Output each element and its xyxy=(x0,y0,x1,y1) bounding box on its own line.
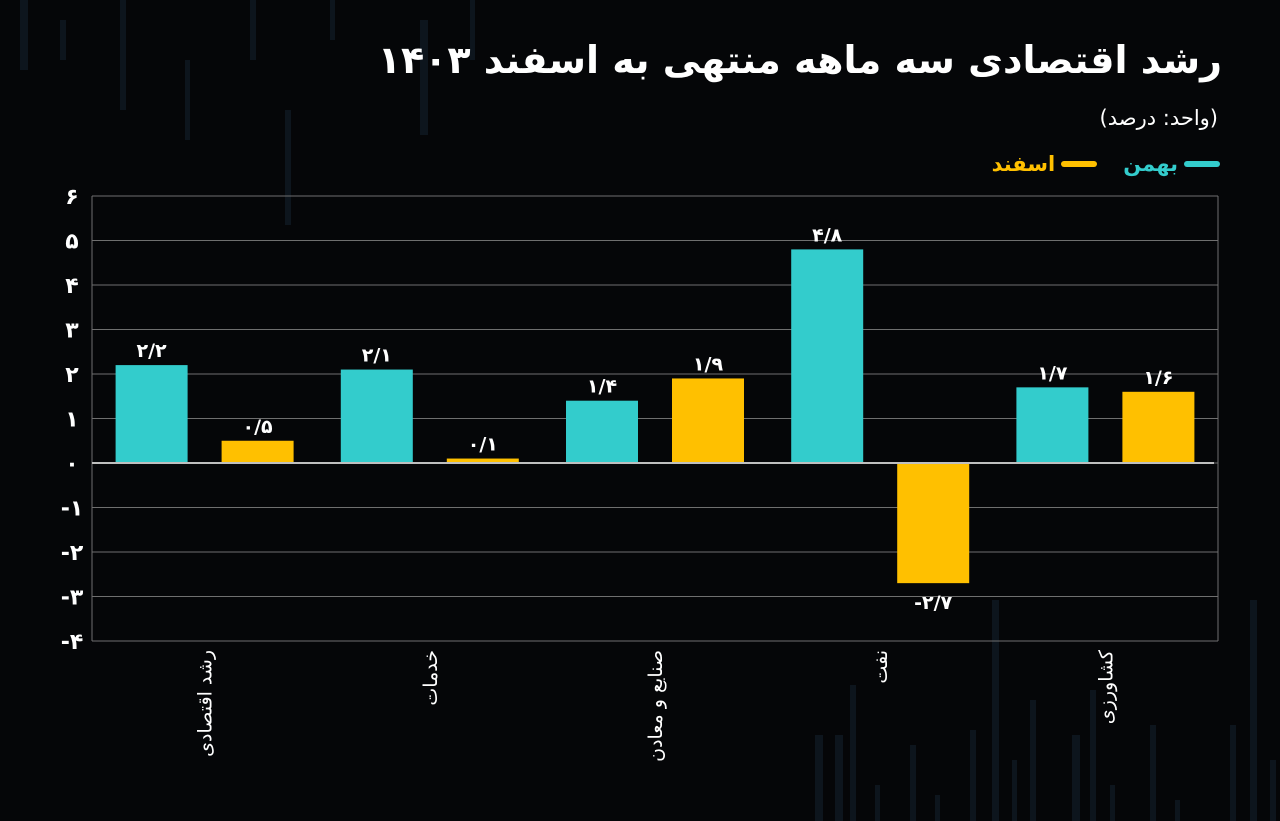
decoration-bar xyxy=(1072,735,1080,821)
category-label: کشاورزی xyxy=(1095,649,1117,724)
legend-item-bahman: بهمن xyxy=(1123,152,1220,176)
bar xyxy=(221,440,294,463)
y-tick-label: ۵ xyxy=(65,230,78,255)
bar xyxy=(672,378,744,463)
bar xyxy=(791,249,864,463)
legend-label-esfand: اسفند xyxy=(991,152,1056,176)
decoration-bar xyxy=(850,685,856,821)
data-label: ۲/۲ xyxy=(137,340,168,362)
legend-swatch-esfand xyxy=(1061,161,1098,167)
legend-label-bahman: بهمن xyxy=(1123,152,1178,176)
decoration-bar xyxy=(875,785,880,821)
y-tick-label: -۴ xyxy=(61,630,84,655)
decoration-bar xyxy=(1270,760,1276,821)
decoration-bar xyxy=(185,60,190,140)
bar xyxy=(897,463,970,584)
bar xyxy=(115,365,188,463)
decoration-bar xyxy=(1090,690,1096,821)
decoration-bar xyxy=(20,0,28,70)
data-label: ۲/۱ xyxy=(362,345,392,367)
legend-swatch-bahman xyxy=(1184,161,1220,167)
decoration-bar xyxy=(815,735,823,821)
decoration-bar xyxy=(285,110,291,225)
y-tick-label: ۲ xyxy=(65,363,79,388)
data-label: ۴/۸ xyxy=(812,224,843,246)
decoration-bar xyxy=(1150,725,1156,821)
unit-label: (واحد: درصد) xyxy=(1099,106,1218,130)
decoration-bar xyxy=(992,600,999,821)
legend: بهمن اسفند xyxy=(992,152,1220,176)
category-label: رشد اقتصادی xyxy=(195,650,217,757)
data-label: ۰/۵ xyxy=(243,416,274,438)
y-tick-label: ۴ xyxy=(65,274,78,299)
y-tick-label: ۱ xyxy=(65,408,78,433)
y-tick-label: ۳ xyxy=(65,319,79,344)
decoration-bar xyxy=(1012,760,1017,821)
decoration-bar xyxy=(1250,600,1257,821)
category-label: خدمات xyxy=(420,650,442,706)
decoration-bar xyxy=(835,735,843,821)
bar xyxy=(1122,391,1195,463)
data-label: ۱/۶ xyxy=(1143,367,1173,389)
bar xyxy=(1016,387,1089,463)
y-tick-label: -۳ xyxy=(61,586,84,611)
chart-title: رشد اقتصادی سه ماهه منتهی به اسفند ۱۴۰۳ xyxy=(377,38,1222,82)
bar xyxy=(566,400,638,463)
category-label: صنایع و معادن xyxy=(645,650,667,762)
decoration-bar xyxy=(935,795,940,821)
bar xyxy=(446,458,519,463)
data-label: -۲/۷ xyxy=(914,592,952,614)
data-label: ۱/۹ xyxy=(693,353,724,375)
decoration-bar xyxy=(1230,725,1236,821)
decoration-bar xyxy=(60,20,66,60)
data-label: ۱/۷ xyxy=(1037,362,1068,384)
data-label: ۱/۴ xyxy=(587,376,617,398)
y-tick-label: ۰ xyxy=(65,452,78,477)
decoration-bar xyxy=(250,0,256,60)
decoration-bar xyxy=(910,745,916,821)
y-tick-label: -۲ xyxy=(61,541,84,566)
decoration-bar xyxy=(1030,700,1036,821)
decoration-bar xyxy=(120,0,126,110)
decoration-bar xyxy=(420,20,428,135)
decoration-bar xyxy=(1175,800,1180,821)
decoration-bar xyxy=(330,0,335,40)
data-label: ۰/۱ xyxy=(468,434,498,456)
decoration-bar xyxy=(1110,785,1115,821)
y-tick-label: ۶ xyxy=(65,185,78,210)
category-label: نفت xyxy=(870,650,892,684)
bar xyxy=(340,369,413,463)
decoration-bar xyxy=(470,0,475,60)
y-tick-label: -۱ xyxy=(61,497,84,522)
legend-item-esfand: اسفند xyxy=(992,152,1098,176)
decoration-bar xyxy=(970,730,976,821)
